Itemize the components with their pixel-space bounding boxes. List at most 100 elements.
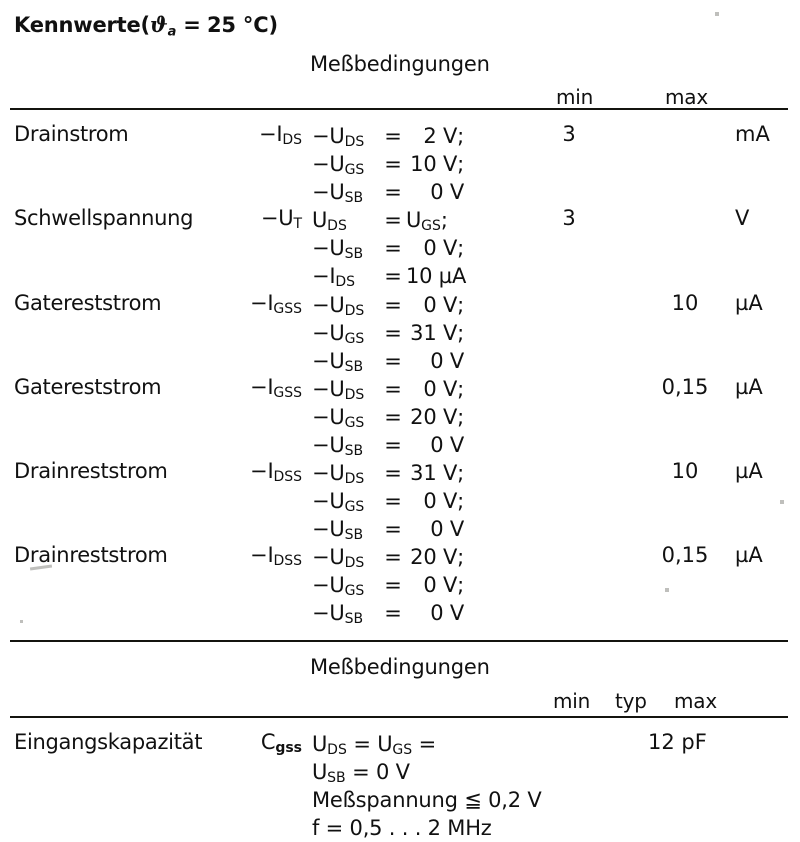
parameter-symbol: −UT: [150, 206, 302, 232]
title-paren-close: ): [268, 13, 278, 37]
condition-operator: =: [384, 573, 402, 597]
theta-subscript: a: [167, 24, 177, 40]
condition-text: USB = 0 V: [312, 760, 410, 787]
condition-lhs: −UDS: [312, 461, 365, 488]
condition-lhs: −UGS: [312, 405, 365, 432]
condition-rhs: 0 V: [430, 601, 464, 625]
condition-text: f = 0,5 . . . 2 MHz: [312, 816, 492, 840]
condition-line: −UGS = 10 V;: [312, 150, 464, 178]
value-max: 0,15: [661, 543, 709, 567]
condition-lhs: −IDS: [312, 264, 356, 291]
value-unit: µA: [735, 291, 763, 315]
condition-line: f = 0,5 . . . 2 MHz: [312, 814, 542, 842]
parameter-symbol: −IDS: [150, 122, 302, 148]
condition-rhs: 10 V;: [410, 152, 464, 176]
title-paren-open: (: [140, 13, 151, 37]
condition-line: −UDS = 0 V;: [312, 375, 464, 403]
condition-line: −USB = 0 V: [312, 515, 464, 543]
condition-rhs: 20 V;: [410, 545, 464, 569]
parameter-symbol: −IGSS: [150, 375, 302, 401]
measurement-conditions: UDS = UGS; −USB = 0 V; −IDS = 10 µA: [312, 206, 466, 290]
condition-operator: =: [384, 236, 402, 260]
parameter-symbol: −IDSS: [150, 543, 302, 569]
symbol-main: C: [260, 730, 276, 754]
condition-lhs: −USB: [312, 517, 364, 544]
condition-operator: =: [384, 321, 402, 345]
symbol-subscript: DSS: [273, 469, 302, 486]
condition-lhs: −USB: [312, 601, 364, 628]
condition-operator: =: [384, 489, 402, 513]
condition-line: −UDS = 2 V;: [312, 122, 464, 150]
parameter-name: Drainreststrom: [14, 543, 168, 567]
condition-lhs: −UDS: [312, 124, 365, 151]
symbol-subscript: DS: [282, 132, 302, 149]
condition-operator: =: [384, 377, 402, 401]
condition-rhs: 0 V;: [423, 293, 464, 317]
condition-text: UDS = UGS =: [312, 732, 436, 759]
condition-lhs: −UGS: [312, 321, 365, 348]
condition-lhs: −UGS: [312, 573, 365, 600]
value-unit: µA: [735, 459, 763, 483]
condition-line: UDS = UGS =: [312, 730, 542, 758]
measurement-conditions: −UDS = 31 V; −UGS = 0 V; −USB = 0 V: [312, 459, 464, 543]
condition-line: −UGS = 0 V;: [312, 487, 464, 515]
condition-lhs: −USB: [312, 236, 364, 263]
condition-lhs: −UDS: [312, 377, 365, 404]
condition-operator: =: [384, 433, 402, 457]
measurement-conditions: −UDS = 2 V; −UGS = 10 V; −USB = 0 V: [312, 122, 464, 206]
measurement-conditions: −UDS = 0 V; −UGS = 31 V; −USB = 0 V: [312, 291, 464, 375]
parameter-name: Schwellspannung: [14, 206, 194, 230]
condition-operator: =: [384, 293, 402, 317]
condition-operator: =: [384, 405, 402, 429]
conditions-caption-section-2: Meßbedingungen: [310, 655, 490, 679]
parameter-name: Eingangskapazität: [14, 730, 203, 754]
condition-lhs: −USB: [312, 349, 364, 376]
theta-symbol: ϑ: [149, 12, 168, 37]
condition-lhs: −UDS: [312, 545, 365, 572]
condition-rhs: 31 V;: [410, 461, 464, 485]
symbol-subscript: gss: [275, 740, 302, 757]
condition-lhs: −UDS: [312, 293, 365, 320]
page-title-text: Kennwerte: [14, 13, 141, 37]
condition-line: Meßspannung ≦ 0,2 V: [312, 786, 542, 814]
condition-rhs: 31 V;: [410, 321, 464, 345]
condition-rhs: 10 µA: [406, 264, 467, 288]
condition-operator: =: [384, 264, 402, 288]
column-header-min-section-2: min: [553, 689, 591, 713]
value-max: 10: [671, 291, 699, 315]
symbol-subscript: DSS: [273, 553, 302, 570]
conditions-caption-section-1: Meßbedingungen: [310, 52, 490, 76]
condition-text: Meßspannung ≦ 0,2 V: [312, 788, 542, 812]
parameter-name: Drainreststrom: [14, 459, 168, 483]
parameter-name: Gatereststrom: [14, 375, 162, 399]
title-temperature: 25 °C: [207, 13, 269, 37]
condition-rhs: 0 V;: [423, 489, 464, 513]
value-max: 0,15: [661, 375, 709, 399]
scan-speck: [715, 12, 719, 16]
condition-line: −IDS = 10 µA: [312, 262, 466, 290]
column-header-max-section-1: max: [665, 85, 708, 109]
symbol-main: −I: [250, 459, 274, 483]
parameter-symbol: −IDSS: [150, 459, 302, 485]
condition-operator: =: [384, 180, 402, 204]
parameter-name: Gatereststrom: [14, 291, 162, 315]
condition-rhs: 0 V: [430, 433, 464, 457]
parameter-symbol: Cgss: [150, 730, 302, 756]
measurement-conditions: −UDS = 20 V; −UGS = 0 V; −USB = 0 V: [312, 543, 464, 627]
condition-line: −USB = 0 V: [312, 347, 464, 375]
scan-speck: [665, 588, 669, 592]
condition-lhs: −UGS: [312, 152, 365, 179]
condition-operator: =: [384, 461, 402, 485]
condition-line: −USB = 0 V: [312, 431, 464, 459]
symbol-subscript: GSS: [273, 301, 302, 318]
condition-rhs: 0 V;: [423, 236, 464, 260]
condition-rhs: 0 V: [430, 517, 464, 541]
symbol-main: −I: [249, 291, 274, 315]
condition-rhs: 20 V;: [410, 405, 464, 429]
condition-line: −UGS = 20 V;: [312, 403, 464, 431]
condition-operator: =: [384, 545, 402, 569]
condition-lhs: −USB: [312, 180, 364, 207]
value-min: 3: [562, 122, 576, 146]
table-rule-bottom: [10, 716, 788, 718]
measurement-conditions: −UDS = 0 V; −UGS = 20 V; −USB = 0 V: [312, 375, 464, 459]
